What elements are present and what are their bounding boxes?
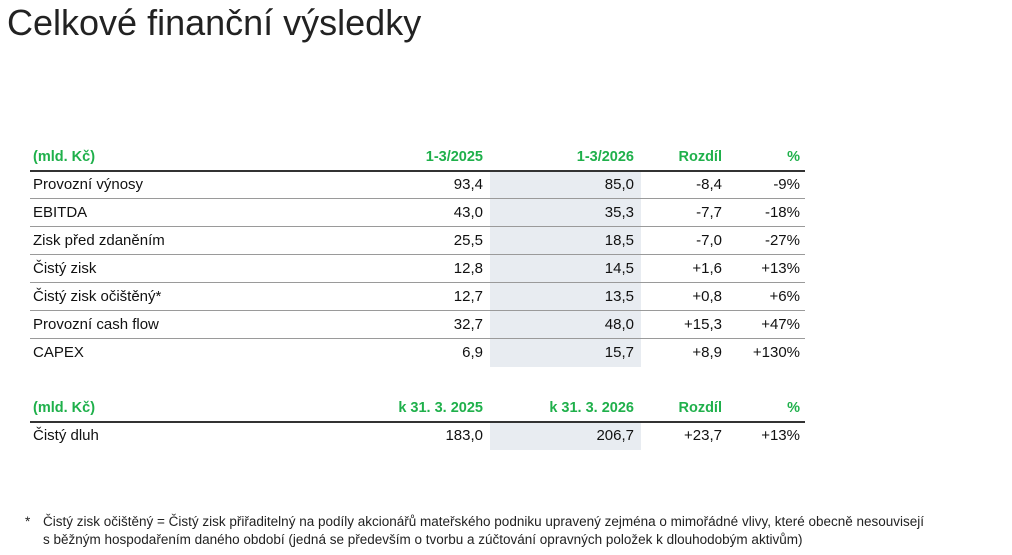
footnote-line: s běžným hospodařením daného období (jed… [43,532,803,547]
value-cell: +23,7 [684,427,722,444]
value-cell: +13% [761,427,800,444]
value-cell: -27% [764,232,800,249]
header-rule [30,170,805,172]
row-label: CAPEX [33,344,84,361]
value-cell: 15,7 [604,344,634,361]
value-cell: +47% [761,316,800,333]
row-rule [30,338,805,339]
row-rule [30,254,805,255]
value-cell: -9% [773,176,800,193]
header-cell: % [787,400,800,416]
value-cell: +13% [761,260,800,277]
header-cell: k 31. 3. 2025 [398,400,483,416]
footnote-line: Čistý zisk očištěný = Čistý zisk přiřadi… [43,514,925,529]
row-label: EBITDA [33,204,88,221]
value-cell: 14,5 [604,260,634,277]
value-cell: 12,8 [453,260,483,277]
highlight-column [490,171,641,367]
header-cell: k 31. 3. 2026 [549,400,634,416]
value-cell: +0,8 [692,288,722,305]
row-label: Čistý dluh [33,427,99,444]
value-cell: 25,5 [453,232,483,249]
value-cell: 12,7 [453,288,483,305]
value-cell: 32,7 [453,316,483,333]
value-cell: 206,7 [596,427,634,444]
footnote-marker: * [25,514,31,529]
value-cell: 183,0 [445,427,483,444]
row-label: Provozní cash flow [33,316,159,333]
value-cell: +1,6 [692,260,722,277]
row-rule [30,198,805,199]
row-label: Čistý zisk [33,260,97,277]
value-cell: -8,4 [696,176,722,193]
header-cell: Rozdíl [678,400,723,416]
value-cell: 35,3 [604,204,634,221]
header-cell: 1-3/2025 [425,149,483,165]
row-label: Provozní výnosy [33,176,144,193]
highlight-column [490,422,641,450]
value-cell: 93,4 [453,176,483,193]
row-rule [30,282,805,283]
value-cell: -7,7 [696,204,722,221]
value-cell: 43,0 [453,204,483,221]
header-cell: (mld. Kč) [33,149,96,165]
value-cell: 6,9 [462,344,483,361]
value-cell: +8,9 [692,344,722,361]
header-cell: Rozdíl [678,149,723,165]
value-cell: +130% [752,344,800,361]
value-cell: +15,3 [684,316,722,333]
value-cell: -18% [764,204,800,221]
header-rule [30,421,805,423]
header-cell: (mld. Kč) [33,400,96,416]
header-cell: % [787,149,800,165]
row-label: Čistý zisk očištěný* [33,288,162,305]
value-cell: 85,0 [604,176,634,193]
page-title: Celkové finanční výsledky [7,2,422,43]
value-cell: 13,5 [604,288,634,305]
header-cell: 1-3/2026 [576,149,634,165]
row-label: Zisk před zdaněním [33,232,165,249]
value-cell: +6% [769,288,800,305]
row-rule [30,226,805,227]
row-rule [30,310,805,311]
value-cell: 18,5 [604,232,634,249]
value-cell: 48,0 [604,316,634,333]
value-cell: -7,0 [696,232,722,249]
